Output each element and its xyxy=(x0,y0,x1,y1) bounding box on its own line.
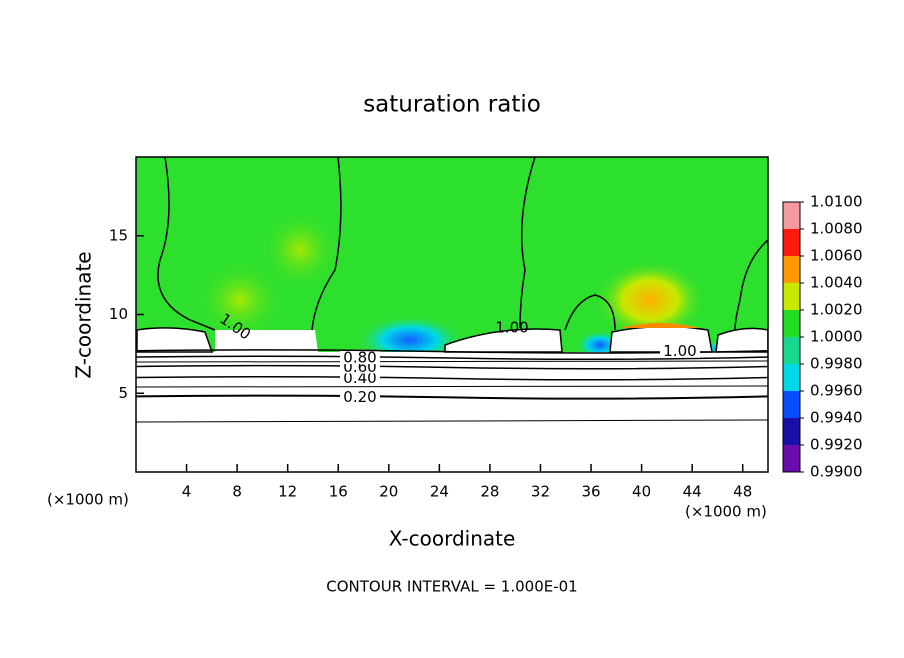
label-bg xyxy=(340,370,380,385)
contour-line xyxy=(519,157,536,329)
footnote: CONTOUR INTERVAL = 1.000E-01 xyxy=(326,578,577,596)
x-tick-label: 24 xyxy=(430,483,449,501)
contours: 0.200.400.600.80 1.001.00 1.00 xyxy=(135,310,769,406)
color-band xyxy=(783,391,800,418)
colorbar: 1.0100 1.0080 1.0060 1.0040 1.0020 1.0000 0.99… xyxy=(782,193,863,481)
colorbar-tick-label: 1.0060 xyxy=(810,247,863,265)
contour-line xyxy=(564,294,616,331)
color-band xyxy=(783,418,800,445)
color-band xyxy=(783,310,800,337)
colorbar-tick-label: 1.0020 xyxy=(810,301,863,319)
color-band xyxy=(783,202,800,229)
contour-level xyxy=(135,364,769,370)
contour-line xyxy=(311,157,342,331)
contour-line xyxy=(136,385,768,388)
x-tick-label: 32 xyxy=(531,483,550,501)
x-unit: (×1000 m) xyxy=(47,491,129,509)
cloud xyxy=(215,330,318,352)
cloud xyxy=(136,327,214,353)
y-tick-label: 5 xyxy=(118,384,128,402)
contour-line xyxy=(136,419,768,423)
colorbar-tick-label: 0.9920 xyxy=(810,436,863,454)
field-clear xyxy=(136,352,768,472)
field-blob xyxy=(260,210,340,290)
colorbar-tick-label: 1.0000 xyxy=(810,328,863,346)
x-tick-label: 48 xyxy=(733,483,752,501)
contour-line xyxy=(157,157,216,331)
field xyxy=(136,157,768,472)
contour-line xyxy=(136,360,768,363)
cloud xyxy=(444,328,563,353)
contour-level xyxy=(135,394,769,400)
colorbar-tick-label: 0.9960 xyxy=(810,382,863,400)
color-band xyxy=(783,283,800,310)
colorbar-tick-label: 0.9940 xyxy=(810,409,863,427)
color-band xyxy=(783,445,800,472)
color-band xyxy=(783,364,800,391)
color-band xyxy=(783,337,800,364)
x-axis-title: X-coordinate xyxy=(389,527,516,551)
contour-label: 1.00 xyxy=(663,342,696,360)
x-tick-label: 16 xyxy=(329,483,348,501)
cloud-edge xyxy=(620,323,700,328)
color-band xyxy=(783,256,800,283)
label-bg xyxy=(340,389,380,404)
contour-label: 0.80 xyxy=(343,349,376,367)
colorbar-tick-label: 1.0100 xyxy=(810,193,863,211)
colorbar-tick-label: 1.0080 xyxy=(810,220,863,238)
label-bg xyxy=(660,343,700,358)
x-tick-label: 44 xyxy=(683,483,702,501)
contour-label: 1.00 xyxy=(495,319,528,337)
x-tick-label: 28 xyxy=(480,483,499,501)
y-tick-label: 15 xyxy=(109,226,128,244)
x-tick-label: 12 xyxy=(278,483,297,501)
chart-title: saturation ratio xyxy=(363,92,541,118)
contour-line xyxy=(734,239,768,331)
label-bg xyxy=(340,350,380,365)
y-tick-label: 10 xyxy=(109,305,128,323)
cloud xyxy=(715,327,768,353)
x-tick-label: 36 xyxy=(581,483,600,501)
y-axis-title: Z-coordinate xyxy=(72,251,96,378)
contour-level xyxy=(135,375,769,381)
colorbar-tick-label: 0.9980 xyxy=(810,355,863,373)
color-band xyxy=(783,229,800,256)
x-tick-label: 4 xyxy=(182,483,192,501)
contour-label: 0.40 xyxy=(343,369,376,387)
x-unit: (×1000 m) xyxy=(685,503,767,521)
field-blob xyxy=(195,260,285,340)
colorbar-tick-label: 1.0040 xyxy=(810,274,863,292)
colorbar-tick-label: 0.9900 xyxy=(810,463,863,481)
contour-level xyxy=(135,355,769,361)
field-blob xyxy=(595,260,705,340)
x-tick-label: 40 xyxy=(632,483,651,501)
contour-label: 0.20 xyxy=(343,388,376,406)
x-tick-label: 8 xyxy=(232,483,242,501)
x-tick-label: 20 xyxy=(379,483,398,501)
